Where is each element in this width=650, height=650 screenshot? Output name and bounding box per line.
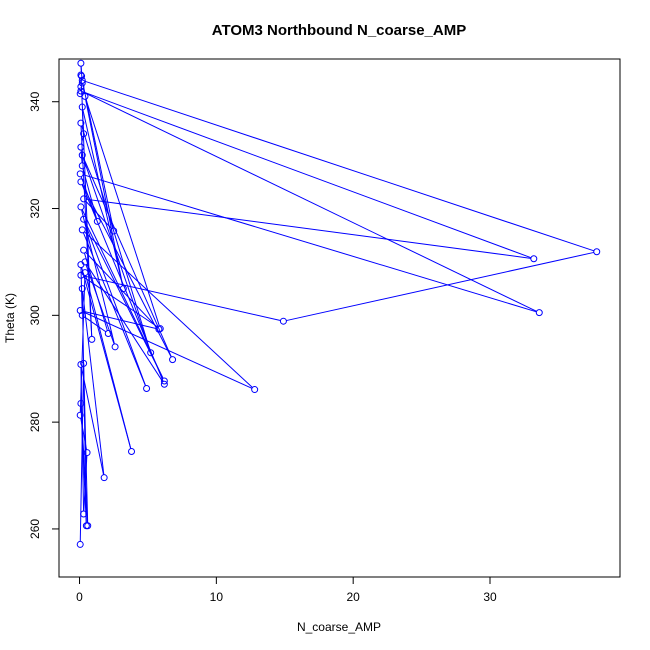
data-point [119,285,127,293]
data-point [77,59,85,67]
series-line-segment [85,252,158,328]
data-point [78,151,86,159]
series-line-segment [83,276,159,328]
data-point [147,349,155,357]
chart-title: ATOM3 Northbound N_coarse_AMP [212,22,466,39]
data-point [77,119,85,127]
series-line-segment [83,275,281,322]
data-point [81,258,89,266]
data-point [78,103,86,111]
series [76,59,601,548]
series-line-segment [84,231,253,388]
data-point [77,71,85,79]
data-point [100,474,108,482]
series-line-segment [86,264,164,382]
data-point [77,399,85,407]
data-point [76,540,84,548]
data-point [82,522,90,530]
data-point [77,83,85,91]
series-line-segment [83,455,88,512]
data-point [78,79,86,87]
series-line-segment [84,316,107,333]
data-point [88,335,96,343]
series-line-segment [83,157,172,358]
data-point [104,329,112,337]
data-point [77,203,85,211]
data-point [80,130,88,138]
series-line-segment [82,174,537,313]
y-tick-label: 280 [28,412,42,432]
series-line-segment [84,221,164,379]
x-tick-label: 10 [210,590,224,604]
x-axis: 0 10 20 30 [76,577,497,604]
data-point [251,386,259,394]
data-point [156,325,164,333]
series-line-segment [81,125,151,350]
plot-frame [58,58,621,578]
data-point [77,360,85,368]
data-point [169,356,177,364]
series-line-segment [81,136,84,145]
data-point [76,170,84,178]
series-line-segment [79,275,86,413]
data-point [80,195,88,203]
data-point [110,227,118,235]
data-point [93,217,101,225]
data-point [530,255,538,263]
data-point [78,285,86,293]
series-layer [76,59,601,548]
series-line-segment [84,80,595,252]
series-line-segment [82,168,98,219]
series-line-segment [82,83,114,229]
x-tick-label: 0 [76,590,83,604]
data-point [77,87,85,95]
data-point [80,246,88,254]
series-line-segment [82,109,124,286]
data-point [143,384,151,392]
y-tick-label: 340 [28,91,42,111]
data-point [76,411,84,419]
data-point [128,448,136,456]
data-point [279,317,287,325]
series-line-segment [83,91,532,259]
data-point [160,380,168,388]
series-line-segment [80,267,83,313]
data-point [76,307,84,315]
series-line-segment [85,99,160,326]
series-line-segment [83,310,157,330]
data-point [80,510,88,518]
data-point [78,72,86,80]
data-point [76,90,84,98]
data-point [535,309,543,317]
data-point [77,271,85,279]
y-tick-label: 320 [28,198,42,218]
x-axis-label: N_coarse_AMP [297,620,381,634]
series-line-segment [85,99,124,286]
data-point [83,449,91,457]
series-line-segment [85,200,113,230]
series-line-segment [286,251,594,322]
series-line-segment [86,198,531,259]
series-line-segment [84,221,146,386]
x-tick-label: 20 [347,590,361,604]
y-tick-label: 300 [28,305,42,325]
y-axis-label: Theta (K) [3,293,17,343]
data-point [78,162,86,170]
data-point [77,178,85,186]
y-axis: 260 280 300 320 340 [28,91,59,539]
y-tick-label: 260 [28,519,42,539]
data-point [78,226,86,234]
series-line-segment [83,91,537,312]
data-point [160,377,168,385]
data-point [80,215,88,223]
data-point [111,343,119,351]
data-point [77,143,85,151]
data-point [593,248,601,256]
series-line-segment [82,291,105,475]
series-line-segment [80,418,88,450]
series-line-segment [81,367,105,475]
x-tick-label: 30 [483,590,497,604]
